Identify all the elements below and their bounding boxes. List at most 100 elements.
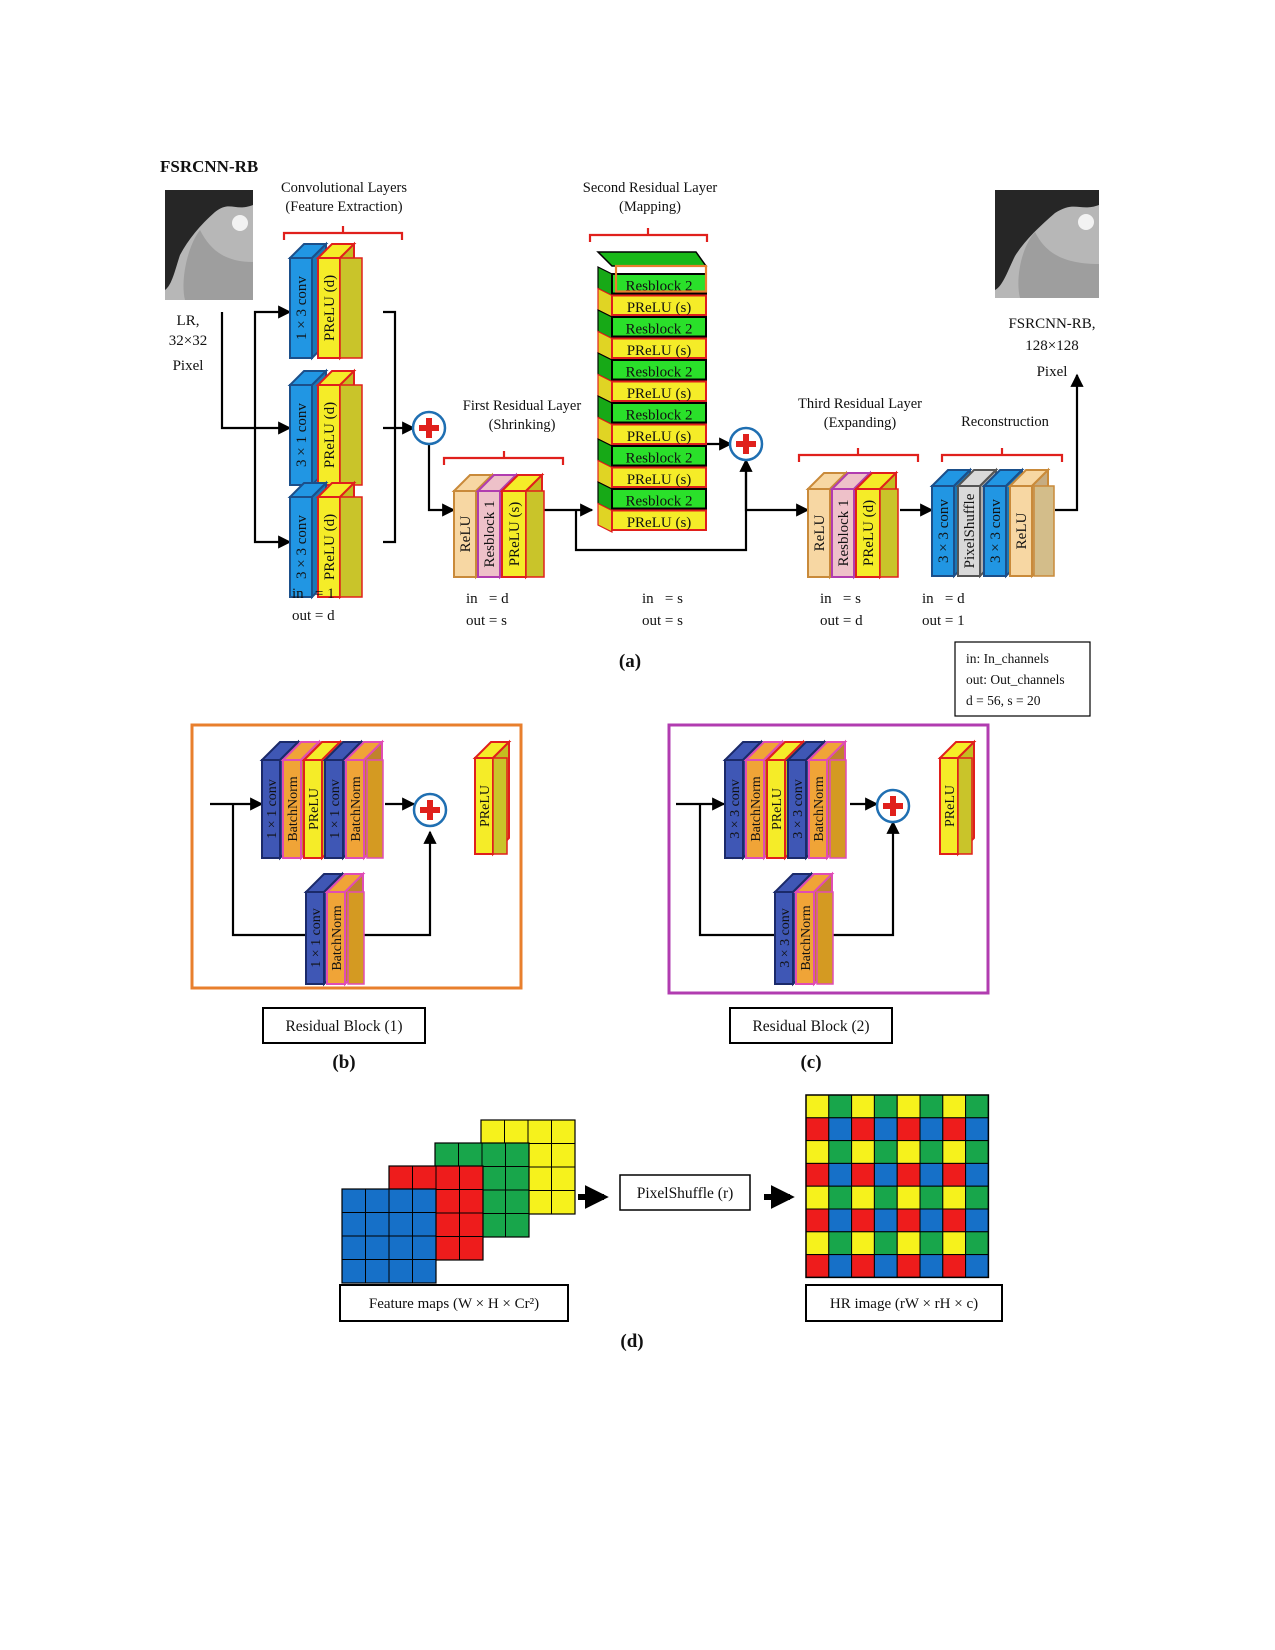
panel_c-short-2-label: BatchNorm (799, 905, 814, 970)
second-title-1: Second Residual Layer (583, 180, 718, 196)
shuffle-label-box (619, 1174, 751, 1211)
stack-layer-3: Resblock 2 (597, 309, 707, 340)
conv-branch-1-conv-label: 1 × 3 conv (294, 276, 310, 340)
panel_b-out-prelu-label: PReLU (478, 785, 493, 827)
feature-map-blue (341, 1188, 437, 1284)
resblock1-label-box (262, 1007, 426, 1044)
panel_b-main-3-label: PReLU (307, 788, 322, 830)
panel_c-short-1-label: 3 × 3 conv (778, 908, 793, 968)
panel_c-main-4-label: 3 × 3 conv (791, 779, 806, 839)
stack-layer-11: Resblock 2 (597, 481, 707, 512)
third-prelu-side (879, 488, 899, 578)
io-label-1-in: in = 1 (292, 586, 335, 602)
stack-highlight (614, 264, 708, 293)
second-title-2: (Mapping) (619, 199, 681, 215)
caption-b: (b) (332, 1052, 355, 1073)
panel_b-main-1-label: 1 × 1 conv (265, 779, 280, 839)
io-label-4-out: out = d (820, 613, 863, 629)
panel_b-short-side (347, 891, 365, 985)
add-icon-c (875, 788, 911, 824)
panel_c-main-side (829, 759, 847, 859)
panel_b-short-2-label: BatchNorm (330, 905, 345, 970)
panel-b: 1 × 1 conv BatchNorm PReLU 1 × 1 conv BatchN… (190, 723, 523, 1073)
recon-layer-1-label: 3 × 3 conv (936, 499, 952, 563)
add-icon-2 (728, 426, 764, 462)
caption-d: (d) (620, 1331, 643, 1352)
panel_c-main-1-label: 3 × 3 conv (728, 779, 743, 839)
hr-label-2: 128×128 (1025, 338, 1078, 354)
conv-branch-2-prelu-side (339, 384, 363, 486)
io-label-3-in: in = s (642, 591, 683, 607)
panel_b-main-side (366, 759, 384, 859)
first-title-1: First Residual Layer (463, 398, 582, 414)
stack-layer-2-label: PReLU (s) (627, 300, 692, 316)
panel-c: 3 × 3 conv BatchNorm PReLU 3 × 3 conv BatchN… (667, 723, 990, 1073)
third-relu-label: ReLU (812, 515, 828, 552)
hr-image-label: HR image (rW × rH × c) (830, 1296, 978, 1312)
resblock2-label-box (729, 1007, 893, 1044)
conv-branch-3-prelu-label: PReLU (d) (322, 514, 338, 580)
third-title-1: Third Residual Layer (798, 396, 922, 412)
io-label-3-out: out = s (642, 613, 683, 629)
resblock1-frame (190, 723, 523, 990)
resblock1-label: Residual Block (1) (285, 1018, 402, 1035)
stack-layer-3-label: Resblock 2 (625, 322, 692, 338)
panel_c-short-side (816, 891, 834, 985)
panel-d: PixelShuffle (r) Feature maps (W × H × C… (339, 1094, 1003, 1352)
io-label-2-out: out = s (466, 613, 507, 629)
stack-layer-8-label: PReLU (s) (627, 429, 692, 445)
stack-layer-12-label: PReLU (s) (627, 515, 692, 531)
panel-a: LR, 32×32 Pixel FSRCNN-RB, 128×128 Pixel… (165, 180, 1099, 717)
stack-layer-9-label: Resblock 2 (625, 451, 692, 467)
feature-label: Feature maps (W × H × Cr²) (369, 1296, 539, 1312)
conv-title-2: (Feature Extraction) (285, 199, 402, 215)
conv-title-1: Convolutional Layers (281, 180, 407, 196)
stack-layer-6-label: PReLU (s) (627, 386, 692, 402)
shuffle-label: PixelShuffle (r) (637, 1185, 734, 1202)
recon-relu-side (1033, 485, 1055, 577)
conv-branch-2-conv-label: 3 × 1 conv (294, 403, 310, 467)
hr-image (995, 190, 1099, 298)
legend-box (954, 641, 1091, 717)
stack-layer-5-label: Resblock 2 (625, 365, 692, 381)
hr-label-1: FSRCNN-RB, (1008, 316, 1095, 332)
conv-branch-1-prelu-side (339, 257, 363, 359)
lr-label-1: LR, (177, 313, 200, 329)
stack-layer-7-label: Resblock 2 (625, 408, 692, 424)
lr-label-2: 32×32 (169, 333, 207, 349)
hr-label-3: Pixel (1037, 364, 1068, 380)
io-label-4-in: in = s (820, 591, 861, 607)
add-icon-1 (411, 410, 447, 446)
panel_c-out-side (957, 757, 973, 855)
recon-layer-4-label: ReLU (1014, 513, 1030, 550)
feature-label-box (339, 1284, 569, 1322)
third-bracket (797, 448, 920, 462)
legend-line-2: out: Out_channels (966, 672, 1065, 687)
first-prelu-label: PReLU (s) (507, 502, 523, 567)
stack-layer-10-label: PReLU (s) (627, 472, 692, 488)
panel_b-main-2-label: BatchNorm (286, 776, 301, 841)
conv-branch-3-prelu-side (339, 496, 363, 598)
third-prelu-label: PReLU (d) (861, 500, 877, 566)
recon-layer-2-label: PixelShuffle (962, 493, 978, 568)
stack-top (596, 251, 708, 267)
third-title-2: (Expanding) (824, 415, 897, 431)
first-bracket (442, 451, 565, 465)
conv-branch-3-conv-label: 3 × 3 conv (294, 515, 310, 579)
add-icon-b (412, 792, 448, 828)
hr-shuffled-image (805, 1094, 990, 1279)
panel_c-main-3-label: PReLU (770, 788, 785, 830)
io-label-2-in: in = d (466, 591, 509, 607)
lr-label-3: Pixel (173, 358, 204, 374)
recon-title: Reconstruction (961, 414, 1050, 430)
recon-bracket (940, 448, 1064, 462)
figure-title: FSRCNN-RB (160, 157, 258, 176)
resblock2-frame (667, 723, 990, 995)
io-label-1-out: out = d (292, 608, 335, 624)
caption-a: (a) (619, 651, 641, 672)
conv-branch-2-prelu-label: PReLU (d) (322, 402, 338, 468)
first-prelu-side (525, 490, 545, 578)
stack-layer-7: Resblock 2 (597, 395, 707, 426)
panel_c-short-2: BatchNorm (793, 871, 835, 987)
